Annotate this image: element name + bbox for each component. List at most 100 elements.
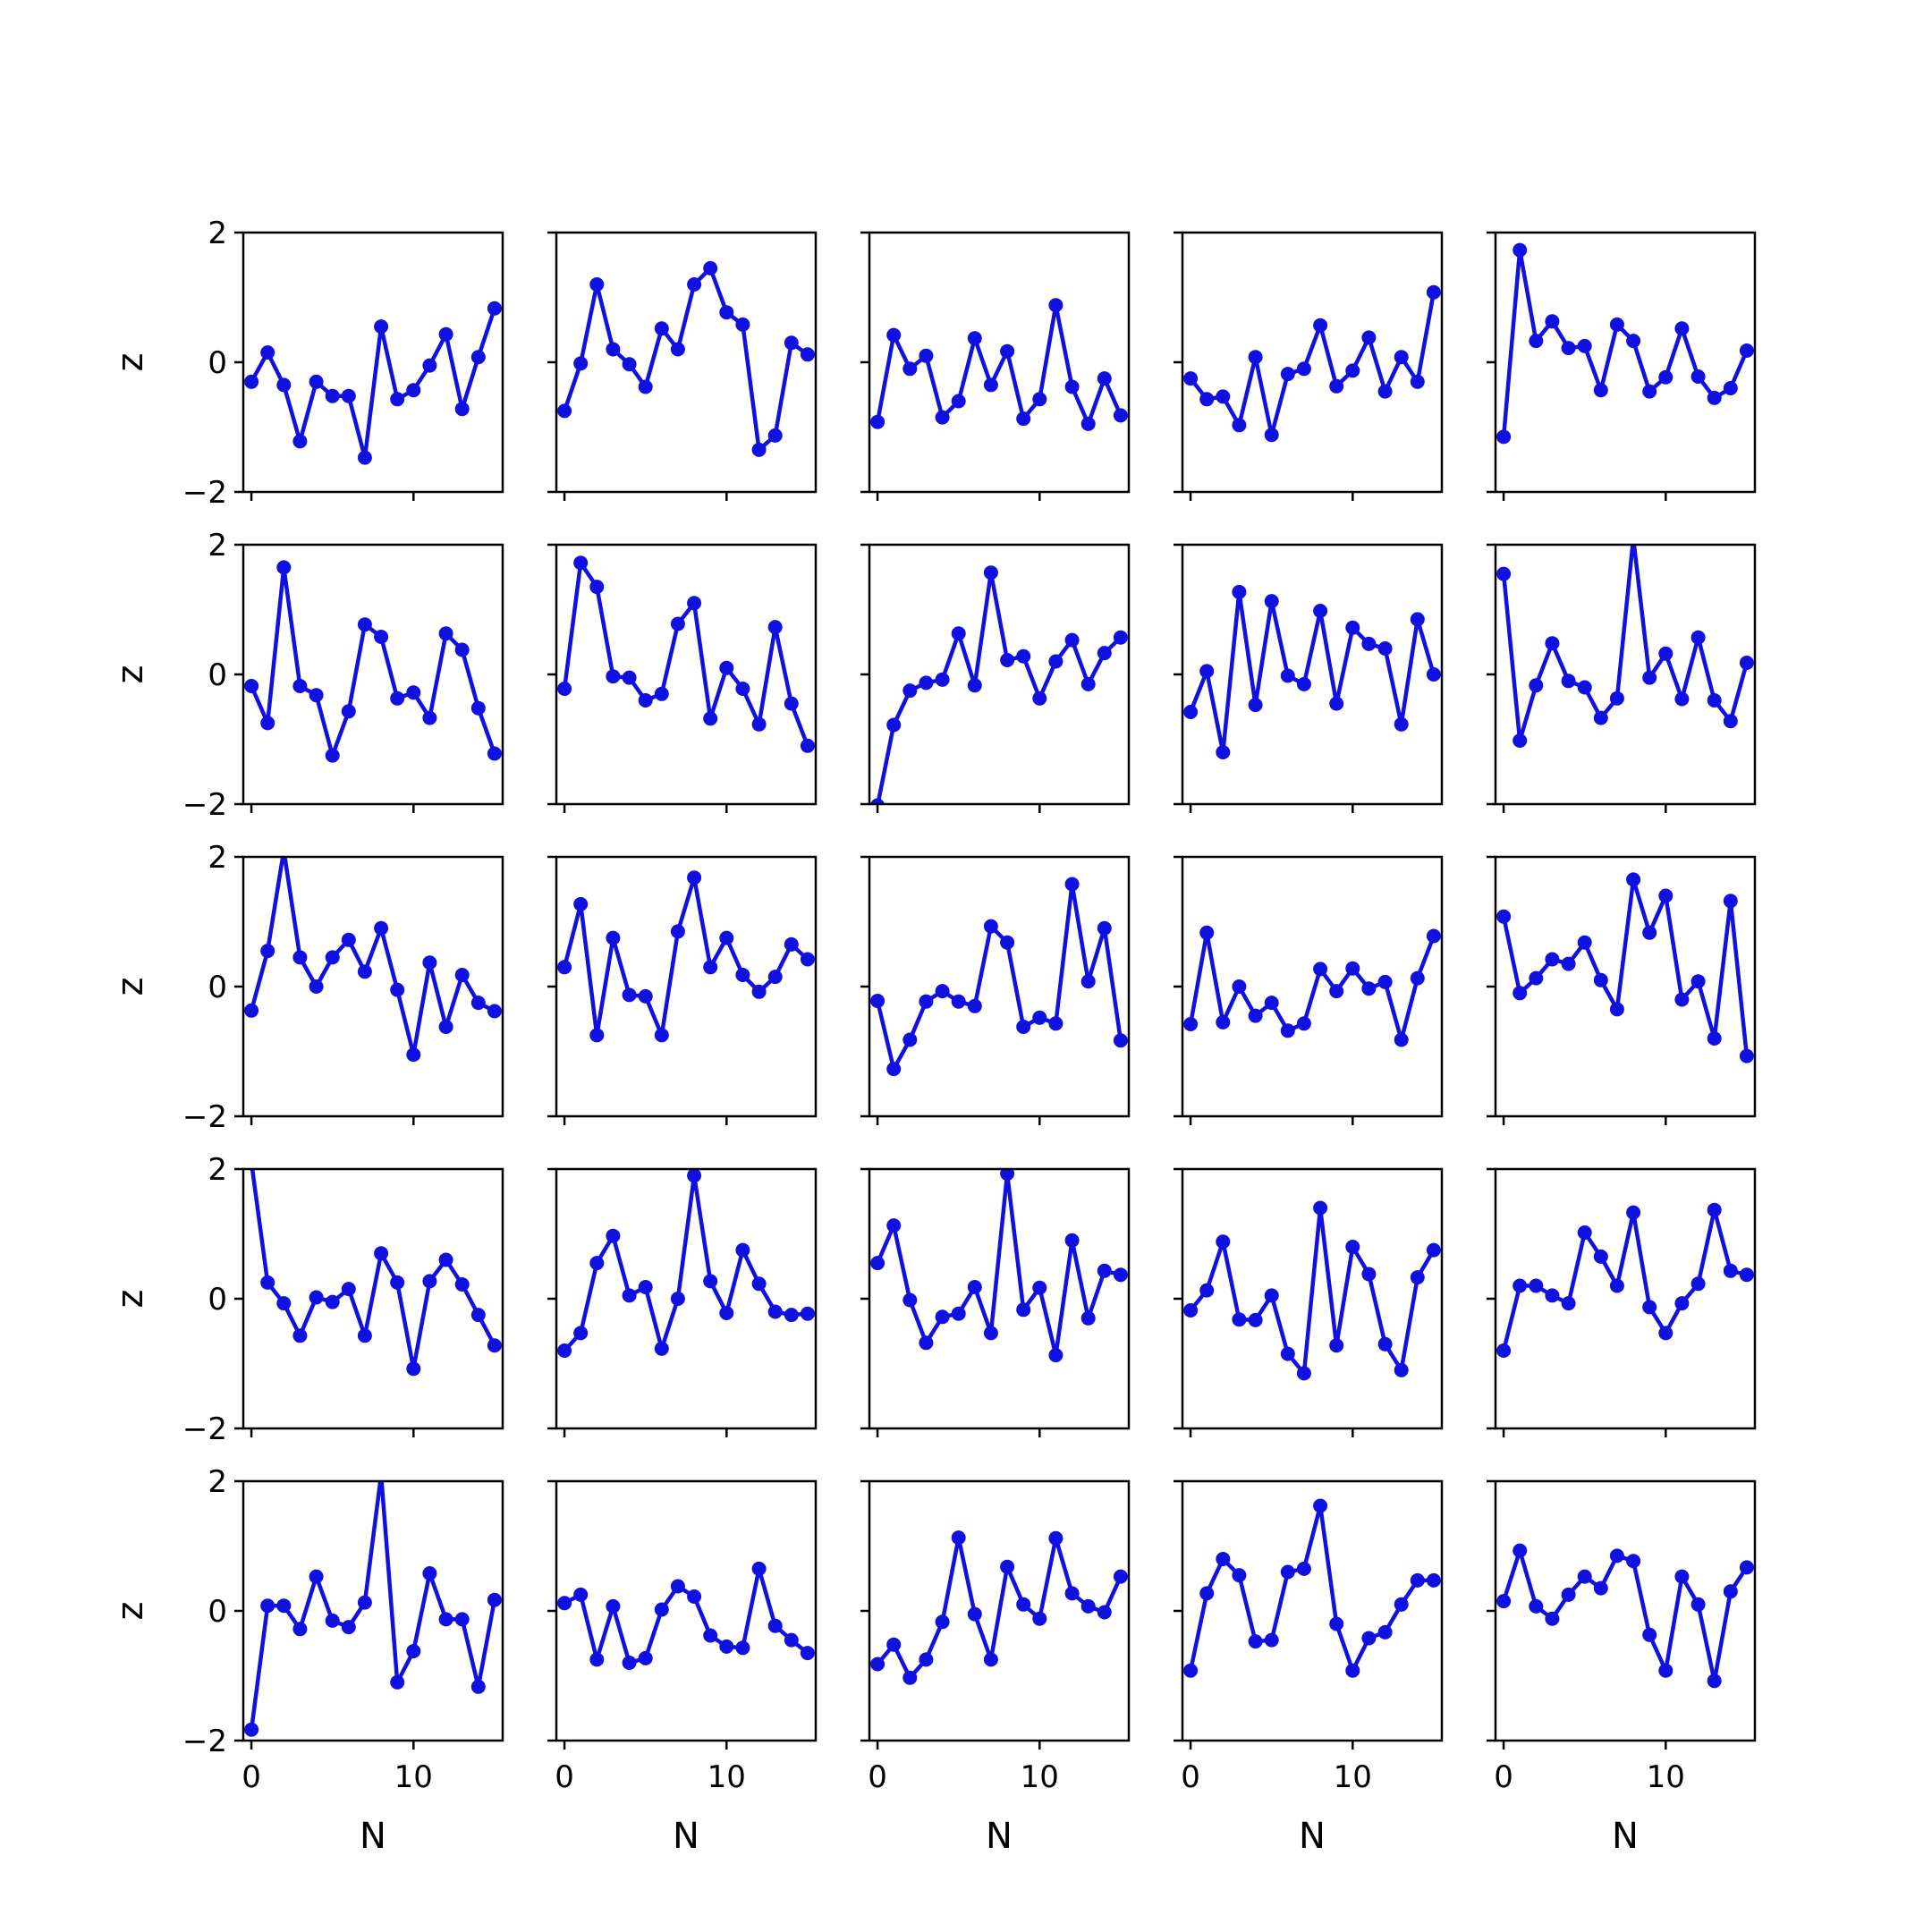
data-point xyxy=(292,679,308,693)
data-point xyxy=(1674,691,1690,707)
data-point xyxy=(470,996,486,1011)
data-point xyxy=(1626,1554,1641,1569)
data-point xyxy=(260,1598,275,1614)
series-group xyxy=(870,877,1128,1077)
data-point xyxy=(1609,1002,1624,1017)
data-point xyxy=(919,675,934,691)
data-point xyxy=(870,414,886,429)
data-point xyxy=(902,1670,918,1685)
y-tick-label: −2 xyxy=(182,1724,227,1759)
data-point xyxy=(1529,1598,1544,1614)
data-point xyxy=(1113,1267,1128,1283)
data-point xyxy=(1097,646,1112,661)
data-point xyxy=(1097,920,1112,936)
data-point xyxy=(309,1569,324,1584)
data-point xyxy=(1674,1296,1690,1311)
data-point xyxy=(357,964,372,979)
data-point xyxy=(687,1589,702,1604)
data-point xyxy=(767,970,783,985)
y-axis-label: z xyxy=(110,353,151,372)
data-point xyxy=(1248,698,1263,713)
data-point xyxy=(1064,877,1080,892)
data-point xyxy=(751,1561,767,1576)
data-point xyxy=(1410,1572,1425,1588)
data-point xyxy=(606,1228,621,1243)
data-point xyxy=(1658,369,1674,385)
data-point xyxy=(1723,1263,1738,1278)
data-point xyxy=(454,1277,470,1292)
data-point xyxy=(1426,1572,1441,1588)
data-point xyxy=(1248,1008,1263,1023)
data-point xyxy=(1329,984,1344,999)
data-point xyxy=(1032,1611,1047,1626)
data-point xyxy=(1642,384,1657,399)
y-tick-label: −2 xyxy=(182,475,227,511)
data-point xyxy=(1377,974,1393,989)
data-point xyxy=(573,555,589,571)
x-tick-label: 0 xyxy=(242,1759,261,1795)
data-point xyxy=(703,1628,718,1643)
data-point xyxy=(886,717,902,733)
axes-frame xyxy=(242,231,504,494)
data-point xyxy=(390,691,405,706)
data-point xyxy=(1232,584,1247,599)
data-point xyxy=(1199,1283,1215,1298)
data-point xyxy=(276,1598,292,1614)
data-point xyxy=(1593,1249,1608,1264)
data-point xyxy=(454,642,470,657)
data-point xyxy=(276,560,292,575)
series-line xyxy=(1501,545,1750,743)
y-axis-label: z xyxy=(110,1290,151,1309)
series-group xyxy=(1496,1543,1754,1689)
data-point xyxy=(438,1252,453,1267)
data-point xyxy=(1394,1362,1409,1377)
data-point xyxy=(1361,636,1377,651)
data-point xyxy=(1280,367,1295,382)
data-point xyxy=(1113,630,1128,645)
data-point xyxy=(1496,429,1512,445)
data-point xyxy=(1707,1031,1722,1046)
data-point xyxy=(341,388,356,403)
data-point xyxy=(1513,1543,1528,1558)
data-point xyxy=(870,1657,886,1672)
subplot-1-1: −2 0 2 z xyxy=(110,216,504,511)
data-point xyxy=(735,968,750,982)
data-point xyxy=(1000,1559,1015,1574)
data-point xyxy=(280,857,287,858)
data-point xyxy=(1577,1569,1592,1584)
data-point xyxy=(967,331,982,346)
data-point xyxy=(951,1306,966,1321)
data-point xyxy=(1626,872,1641,887)
data-point xyxy=(967,998,982,1013)
data-point xyxy=(1361,330,1377,345)
y-tick-label: −2 xyxy=(182,1099,227,1135)
y-tick-label: 0 xyxy=(208,1594,227,1630)
data-point xyxy=(1593,1580,1608,1596)
data-point xyxy=(1674,321,1690,336)
data-point xyxy=(1426,667,1441,682)
series-line xyxy=(562,266,810,453)
data-point xyxy=(638,693,653,708)
data-point xyxy=(1394,1597,1409,1612)
data-point xyxy=(919,1652,934,1667)
data-point xyxy=(390,1275,405,1290)
data-point xyxy=(573,1326,589,1341)
subplot-4-2 xyxy=(547,1167,818,1437)
data-point xyxy=(390,982,405,997)
data-point xyxy=(1016,1597,1031,1612)
data-point xyxy=(1513,733,1528,748)
axes-frame xyxy=(555,1479,818,1742)
data-point xyxy=(487,1004,502,1019)
data-point xyxy=(1097,371,1112,386)
data-point xyxy=(1723,381,1738,395)
data-point xyxy=(292,1328,308,1343)
data-point xyxy=(1674,992,1690,1007)
data-point xyxy=(1232,418,1247,433)
data-point xyxy=(1609,691,1624,706)
data-point xyxy=(622,987,637,1003)
x-axis-label: N xyxy=(1612,1816,1639,1857)
data-point xyxy=(800,738,815,753)
data-point xyxy=(687,1169,702,1183)
data-point xyxy=(687,870,702,886)
